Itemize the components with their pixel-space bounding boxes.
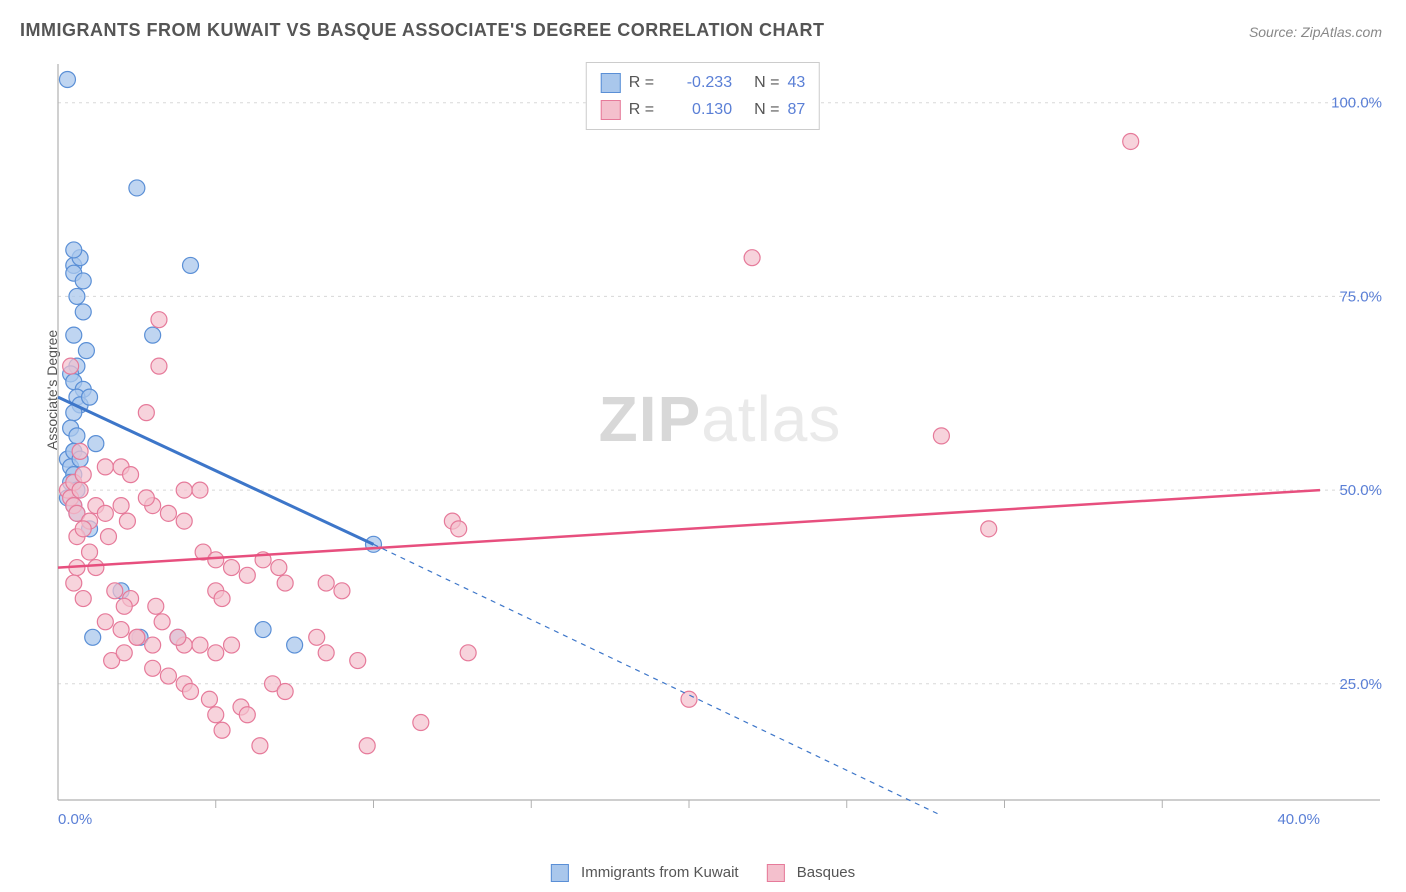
svg-text:25.0%: 25.0% [1339, 676, 1382, 693]
chart-area: Associate's Degree ZIPatlas 25.0%50.0%75… [50, 60, 1390, 840]
legend-label-2: Basques [797, 864, 855, 881]
svg-text:100.0%: 100.0% [1331, 95, 1382, 112]
legend-row-series1: R = -0.233 N = 43 [601, 69, 805, 96]
r-label: R = [629, 69, 654, 96]
svg-text:40.0%: 40.0% [1277, 811, 1320, 828]
n-value-2: 87 [787, 96, 805, 123]
legend-item-2: Basques [767, 864, 856, 882]
source-citation: Source: ZipAtlas.com [1249, 24, 1382, 40]
n-label: N = [754, 96, 779, 123]
correlation-legend: R = -0.233 N = 43 R = 0.130 N = 87 [586, 62, 820, 130]
n-value-1: 43 [787, 69, 805, 96]
legend-swatch-1 [601, 73, 621, 93]
legend-swatch-kuwait [551, 864, 569, 882]
chart-title: IMMIGRANTS FROM KUWAIT VS BASQUE ASSOCIA… [20, 20, 824, 41]
svg-text:50.0%: 50.0% [1339, 482, 1382, 499]
r-value-1: -0.233 [662, 69, 732, 96]
svg-text:75.0%: 75.0% [1339, 288, 1382, 305]
series-legend: Immigrants from Kuwait Basques [551, 864, 855, 882]
legend-swatch-basques [767, 864, 785, 882]
legend-label-1: Immigrants from Kuwait [581, 864, 739, 881]
legend-item-1: Immigrants from Kuwait [551, 864, 739, 882]
scatter-plot: 25.0% 50.0% 75.0% 100.0% 0.0% 40.0% [50, 60, 1390, 840]
legend-swatch-2 [601, 100, 621, 120]
legend-row-series2: R = 0.130 N = 87 [601, 96, 805, 123]
n-label: N = [754, 69, 779, 96]
r-label: R = [629, 96, 654, 123]
r-value-2: 0.130 [662, 96, 732, 123]
svg-text:0.0%: 0.0% [58, 811, 92, 828]
